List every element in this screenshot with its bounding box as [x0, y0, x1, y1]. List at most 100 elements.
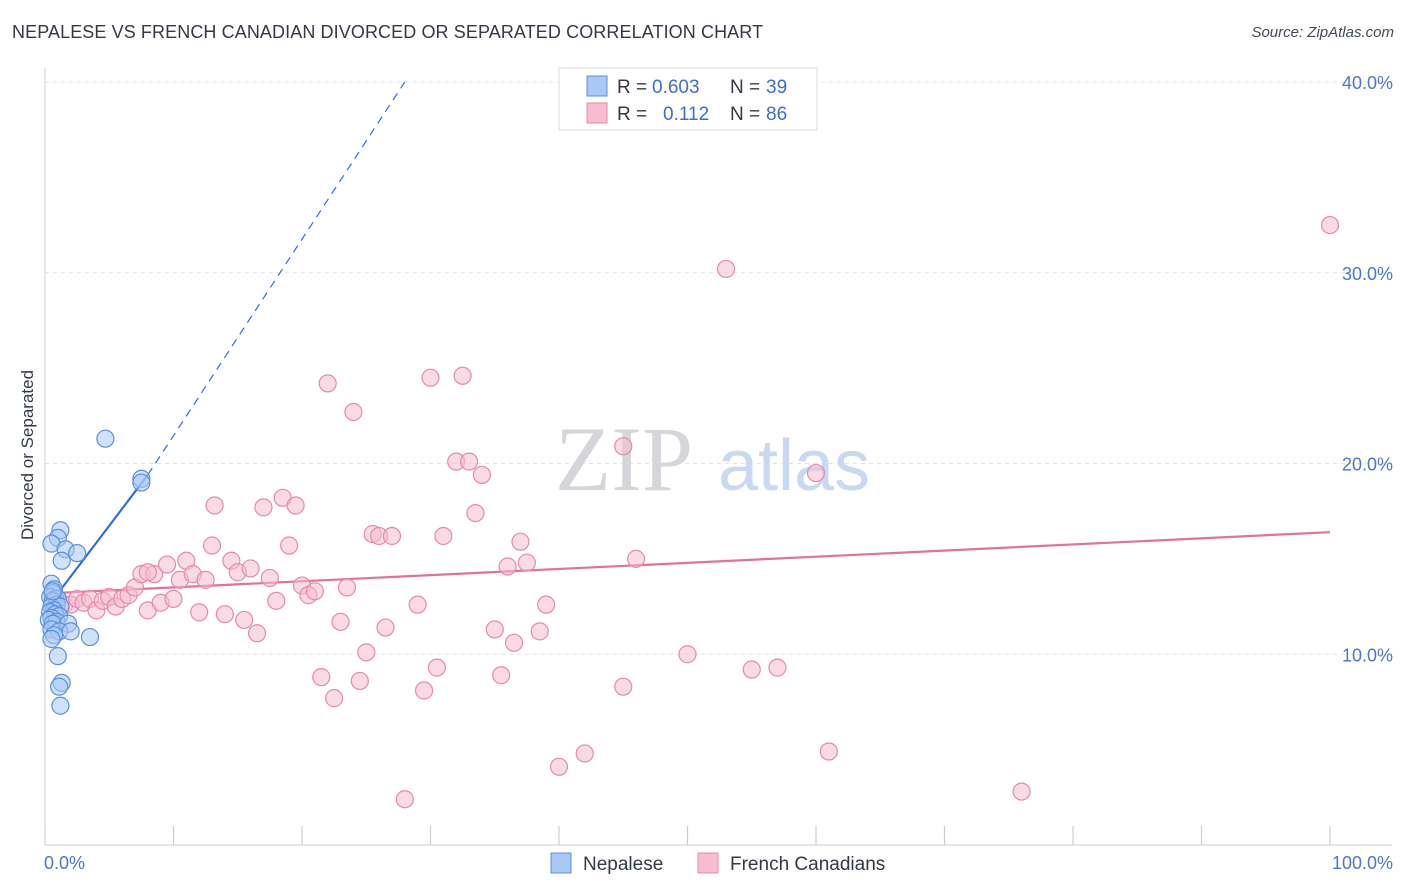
tick-labels: 10.0% 20.0% 30.0% 40.0% 0.0% 100.0%	[44, 73, 1393, 873]
bottom-legend-swatch-nepalese	[550, 852, 572, 874]
nepalese-point	[96, 429, 115, 448]
french-canadian-point	[517, 553, 536, 572]
french-canadian-point	[280, 536, 299, 555]
axes	[44, 68, 1392, 846]
legend-n-label-2: N =	[730, 104, 760, 125]
french-canadian-point	[376, 618, 395, 637]
french-canadian-point	[382, 526, 402, 546]
nepalese-point	[68, 544, 87, 563]
legend-n-value-2: 86	[766, 104, 787, 125]
y-tick-label: 20.0%	[1342, 455, 1393, 475]
french-canadian-point	[614, 437, 633, 456]
french-canadian-point	[575, 744, 594, 763]
french-canadian-point	[286, 496, 305, 515]
french-canadian-point	[806, 463, 826, 483]
chart-title: NEPALESE VS FRENCH CANADIAN DIVORCED OR …	[12, 22, 764, 42]
nepalese-trend-extension	[147, 81, 406, 476]
french-canadian-point	[196, 570, 215, 589]
legend-n-label-1: N =	[730, 77, 760, 98]
french-canadian-point	[498, 557, 517, 576]
french-canadian-point	[716, 259, 736, 279]
french-canadian-point	[742, 660, 761, 679]
french-canadian-point	[414, 681, 434, 700]
french-canadian-point	[260, 568, 279, 588]
french-canadian-point	[205, 496, 224, 515]
french-canadian-point	[331, 612, 350, 631]
french-canadian-point	[164, 589, 183, 609]
french-canadian-point	[453, 366, 472, 385]
french-canadian-point	[614, 677, 633, 696]
bottom-legend-french-canadians: French Canadians	[730, 854, 885, 875]
french-canadian-point	[768, 658, 787, 677]
y-tick-label: 40.0%	[1342, 73, 1393, 93]
french-canadian-point	[350, 671, 369, 691]
french-canadian-point	[254, 498, 273, 517]
french-canadian-point	[247, 624, 267, 643]
nepalese-point	[52, 551, 71, 570]
nepalese-point	[50, 677, 69, 696]
french-canadian-point	[325, 689, 344, 708]
legend-r-label-2: R =	[617, 104, 647, 125]
legend-r-value-1: 0.603	[652, 77, 700, 98]
series-legend: Nepalese French Canadians	[550, 852, 885, 875]
legend-r-value-2: 0.112	[663, 104, 709, 125]
y-tick-label: 10.0%	[1342, 645, 1393, 665]
french-canadian-point	[459, 452, 479, 471]
french-canadian-point	[241, 559, 260, 578]
french-canadian-point	[511, 532, 530, 551]
nepalese-point	[42, 629, 61, 649]
legend-n-value-1: 39	[766, 77, 787, 98]
y-tick-label: 30.0%	[1342, 264, 1393, 284]
legend-swatch-french-canadians	[586, 102, 608, 124]
nepalese-point	[132, 473, 151, 492]
french-canadian-point	[408, 595, 427, 614]
watermark-zip: ZIP	[555, 408, 693, 510]
french-canadian-point	[190, 603, 209, 622]
nepalese-point	[51, 696, 70, 715]
french-canadian-trend-line	[51, 531, 1331, 595]
french-canadian-point	[305, 582, 324, 601]
french-canadian-point	[318, 374, 337, 393]
french-canadian-point	[472, 465, 491, 485]
nepalese-point	[43, 582, 62, 601]
bottom-legend-nepalese: Nepalese	[583, 854, 663, 875]
source-note: Source: ZipAtlas.com	[1251, 24, 1394, 41]
french-canadian-point	[1012, 782, 1031, 801]
french-canadian-point	[485, 620, 504, 639]
french-canadian-point	[626, 549, 646, 568]
nepalese-point	[80, 627, 100, 647]
legend-swatch-nepalese	[586, 75, 608, 97]
french-canadian-point	[537, 595, 556, 614]
french-canadian-point	[312, 668, 331, 687]
trend-lines	[44, 81, 1331, 612]
french-canadian-point	[434, 526, 453, 546]
french-canadian-point	[549, 757, 569, 776]
french-canadian-point	[421, 368, 440, 387]
french-canadian-point	[492, 666, 511, 685]
french-canadian-point	[1320, 215, 1340, 235]
french-canadian-point	[357, 643, 376, 662]
french-canadian-point	[215, 605, 234, 624]
french-canadian-point	[530, 622, 549, 641]
data-points	[39, 215, 1340, 809]
french-canadian-point	[202, 536, 222, 555]
french-canadian-point	[337, 578, 357, 597]
nepalese-point	[48, 647, 67, 666]
y-axis-label: Divorced or Separated	[18, 370, 37, 540]
bottom-legend-swatch-french-canadians	[697, 852, 719, 874]
french-canadian-point	[344, 402, 363, 422]
french-canadian-point	[427, 658, 447, 677]
watermark: ZIP atlas	[555, 408, 870, 510]
stats-legend: R = 0.603 N = 39 R = 0.112 N = 86	[558, 67, 818, 131]
watermark-atlas: atlas	[718, 426, 870, 506]
french-canadian-point	[235, 610, 254, 630]
french-canadian-point	[819, 742, 838, 761]
nepalese-point	[61, 622, 80, 641]
x-tick-label-max: 100.0%	[1332, 853, 1393, 873]
french-canadian-point	[157, 555, 177, 574]
french-canadian-point	[466, 503, 485, 523]
legend-r-label-1: R =	[617, 77, 647, 98]
x-tick-label-min: 0.0%	[44, 853, 85, 873]
french-canadian-point	[267, 591, 286, 610]
